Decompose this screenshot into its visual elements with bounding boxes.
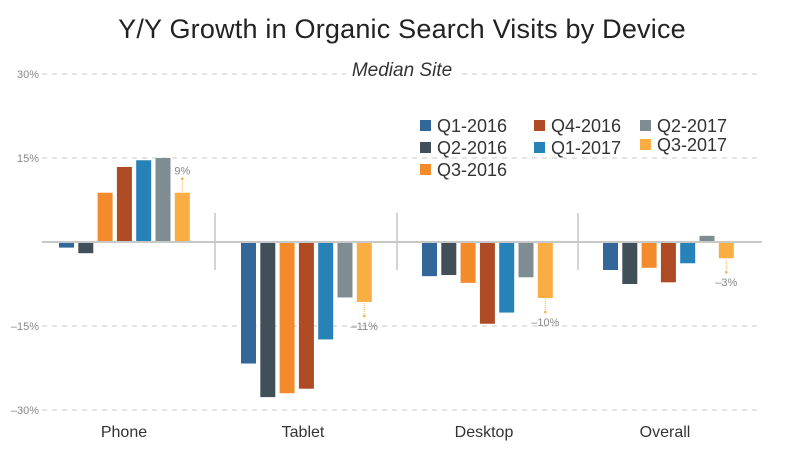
annotation-dot (181, 177, 184, 181)
subtitle-text: Median Site (345, 60, 459, 81)
legend-item: Q2-2017 (640, 116, 727, 137)
bar-tablet-q3-2017 (356, 242, 372, 302)
legend-swatch (534, 120, 545, 131)
annotation-dot (363, 314, 366, 318)
legend-swatch (640, 139, 651, 150)
bar-overall-q4-2016 (660, 242, 676, 283)
bar-desktop-q3-2017 (537, 242, 553, 298)
legend-item: Q2-2016 (420, 138, 507, 159)
bar-desktop-q4-2016 (479, 242, 495, 324)
bar-desktop-q2-2016 (441, 242, 457, 276)
legend-label: Q2-2016 (437, 138, 508, 158)
data-label: –3% (715, 277, 737, 289)
legend-label: Q3-2017 (657, 135, 728, 155)
bar-tablet-q1-2017 (318, 242, 334, 340)
bar-desktop-q2-2017 (518, 242, 534, 278)
annotation-dot (544, 310, 547, 314)
bar-phone-q3-2017 (174, 192, 190, 242)
legend-item: Q3-2016 (420, 160, 507, 181)
data-label: –10% (531, 317, 559, 329)
data-label: –11% (351, 321, 379, 333)
legend-label: Q1-2017 (551, 138, 622, 158)
bar-phone-q1-2017 (136, 160, 152, 242)
bar-desktop-q3-2016 (460, 242, 476, 283)
chart-title: Y/Y Growth in Organic Search Visits by D… (118, 14, 686, 44)
legend-swatch (534, 142, 545, 153)
bar-phone-q2-2017 (155, 158, 171, 242)
legend-swatch (420, 142, 431, 153)
bar-tablet-q2-2017 (337, 242, 353, 298)
x-category-label: Overall (640, 424, 691, 441)
legend-swatch (420, 164, 431, 175)
legend-label: Q3-2016 (437, 160, 508, 180)
bar-desktop-q1-2017 (499, 242, 515, 313)
bar-phone-q4-2016 (116, 166, 132, 242)
legend-swatch (420, 120, 431, 131)
legend-item: Q3-2017 (640, 135, 727, 156)
x-category-label: Tablet (282, 424, 325, 441)
annotations: 9% –11% –10% –3% (174, 166, 737, 333)
bar-desktop-q1-2016 (422, 242, 437, 277)
x-category-label: Phone (101, 424, 147, 441)
y-tick-label: –30% (11, 405, 39, 417)
legend-label: Q4-2016 (551, 116, 622, 136)
legend-item: Q4-2016 (534, 116, 621, 137)
legend-item: Q1-2016 (420, 116, 507, 137)
y-tick-label: –15% (11, 321, 39, 333)
bar-overall-q1-2016 (603, 242, 618, 270)
bar-overall-q2-2016 (622, 242, 638, 284)
bar-tablet-q3-2016 (279, 242, 295, 394)
annotation-dot (725, 270, 728, 274)
y-tick-label: 30% (17, 69, 39, 81)
bar-phone-q1-2016 (59, 242, 74, 248)
bars (59, 158, 734, 398)
chart-subtitle: Median Site (0, 60, 804, 82)
x-category-label: Desktop (455, 424, 514, 441)
legend-item: Q1-2017 (534, 138, 621, 159)
y-tick-label: 15% (17, 153, 39, 165)
bar-phone-q2-2016 (78, 242, 94, 254)
legend-swatch (640, 120, 651, 131)
x-axis-category-labels: Phone Tablet Desktop Overall (101, 424, 690, 441)
y-axis-ticks: 30% 15% –15% –30% (11, 69, 39, 417)
bar-overall-q2-2017 (699, 235, 715, 242)
bar-overall-q1-2017 (680, 242, 696, 264)
legend-label: Q2-2017 (657, 116, 728, 136)
legend-label: Q1-2016 (437, 116, 508, 136)
bar-tablet-q2-2016 (260, 242, 276, 398)
bar-tablet-q4-2016 (298, 242, 314, 389)
data-label: 9% (174, 166, 190, 178)
bar-tablet-q1-2016 (241, 242, 256, 364)
bar-overall-q3-2017 (718, 242, 734, 259)
bar-phone-q3-2016 (97, 192, 113, 242)
bar-overall-q3-2016 (641, 242, 657, 268)
